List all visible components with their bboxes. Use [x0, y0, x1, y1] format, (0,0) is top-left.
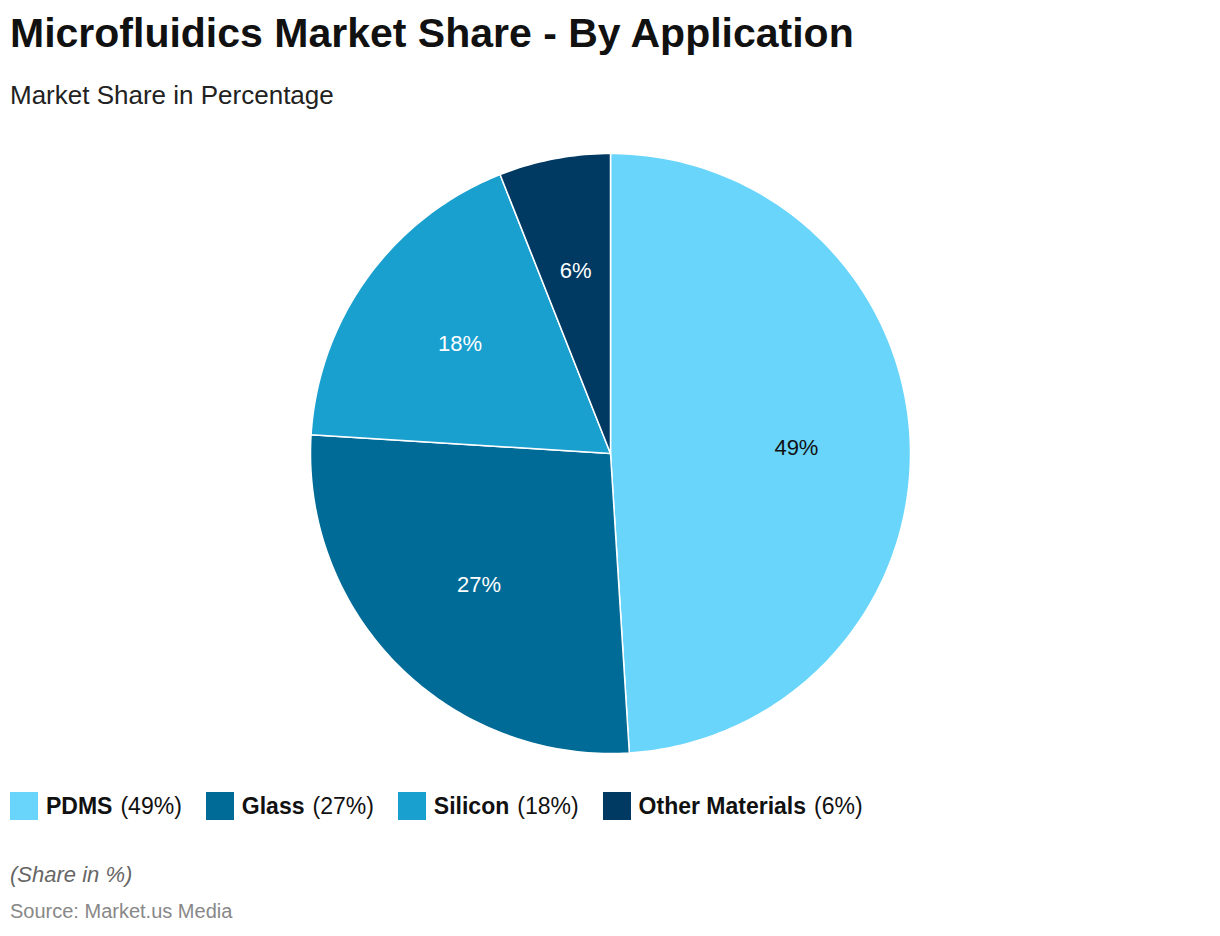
html-text:Source: Market.us Media: Source: Market.us Media: [10, 900, 233, 922]
html-text:(Share in %): (Share in %): [10, 862, 133, 887]
html-text:PDMS (49%): PDMS (49%): [46, 792, 182, 819]
html-text:Microfluidics Market Share - B: Microfluidics Market Share - By Applicat…: [10, 10, 854, 56]
svg-text:49%: 49%: [774, 435, 818, 460]
svg-text:6%: 6%: [560, 258, 592, 283]
html-text:Glass (27%): Glass (27%): [241, 792, 374, 819]
svg-text:27%: 27%: [457, 572, 501, 597]
html-text:Silicon (18%): Silicon (18%): [433, 792, 579, 819]
html-text:Market Share in Percentage: Market Share in Percentage: [10, 80, 334, 110]
svg-text:18%: 18%: [438, 331, 482, 356]
html-text:Other Materials (6%): Other Materials (6%): [638, 792, 863, 819]
